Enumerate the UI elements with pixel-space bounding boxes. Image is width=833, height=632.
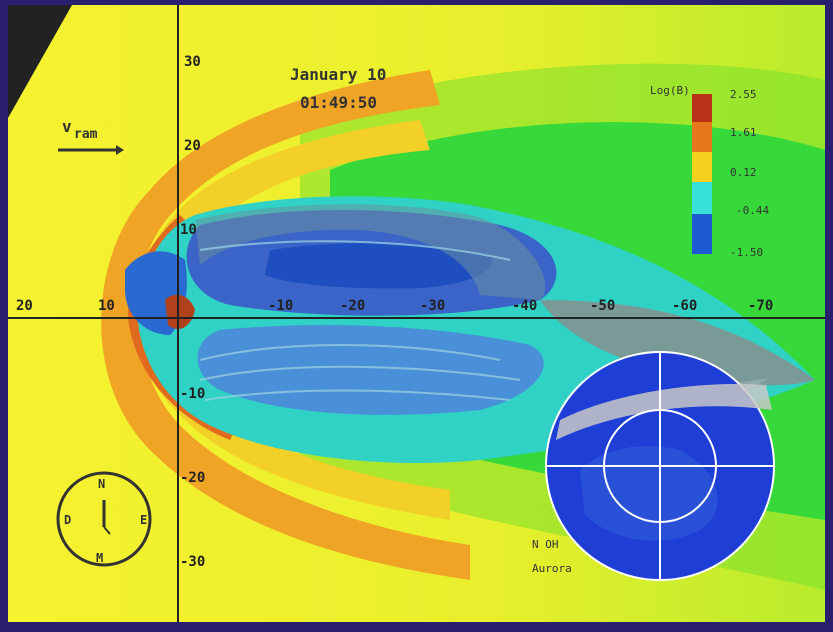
flow-label: v [62, 117, 72, 136]
colorbar-label: 2.55 [730, 88, 757, 101]
colorbar-swatch [692, 182, 712, 214]
north-lobe-core [265, 243, 492, 289]
x-tick-label: -60 [672, 298, 697, 314]
colorbar-title: Log(B) [650, 84, 690, 97]
aurora-polar-plot: N OH Aurora [532, 351, 775, 581]
solar-wind-arrow: v ram [58, 117, 124, 155]
auroral-oval [556, 384, 772, 440]
flow-label-subscript: ram [74, 127, 98, 142]
x-tick-label: -10 [268, 298, 293, 314]
y-tick-label: 30 [184, 54, 201, 70]
time-label: 01:49:50 [300, 93, 377, 112]
x-tick-label: 10 [98, 298, 115, 314]
colorbar-swatch [692, 122, 712, 152]
x-tick-label: -40 [512, 298, 537, 314]
x-tick-label: 20 [16, 298, 33, 314]
colorbar: Log(B) 2.55 1.61 0.12 -0.44 -1.50 [650, 84, 769, 259]
colorbar-label: -0.44 [736, 204, 769, 217]
y-tick-label: -10 [180, 386, 205, 402]
colorbar-swatch [692, 214, 712, 254]
y-tick-label: 10 [180, 222, 197, 238]
y-tick-label: 20 [184, 138, 201, 154]
corner-wedge [8, 5, 72, 118]
colorbar-swatch [692, 94, 712, 122]
clock-label-north: N [98, 477, 105, 491]
aurora-label-line2: Aurora [532, 562, 572, 575]
earth-marker [165, 294, 195, 330]
clock-label-midnight: M [96, 551, 103, 565]
bow-shock [101, 70, 470, 580]
y-tick-label: -20 [180, 470, 205, 486]
colorbar-label: 0.12 [730, 166, 757, 179]
colorbar-label: 1.61 [730, 126, 757, 139]
x-tick-label: -20 [340, 298, 365, 314]
colorbar-swatch [692, 152, 712, 182]
tail-sheet-north [195, 204, 546, 300]
x-axis-ticks: 20 10 -10 -20 -30 -40 -50 -60 -70 [16, 298, 773, 314]
y-axis-ticks: 30 20 10 -10 -20 -30 [180, 54, 205, 570]
x-tick-label: -30 [420, 298, 445, 314]
aurora-label-line1: N OH [532, 538, 559, 551]
x-tick-label: -70 [748, 298, 773, 314]
date-label: January 10 [290, 65, 386, 84]
clock-icon: N E D M [56, 471, 152, 567]
clock-label-dawn: D [64, 513, 71, 527]
colorbar-label: -1.50 [730, 246, 763, 259]
x-tick-label: -50 [590, 298, 615, 314]
y-tick-label: -30 [180, 554, 205, 570]
tail-sheet-far [540, 300, 815, 386]
field-lines [199, 240, 521, 401]
clock-label-east: E [140, 513, 147, 527]
